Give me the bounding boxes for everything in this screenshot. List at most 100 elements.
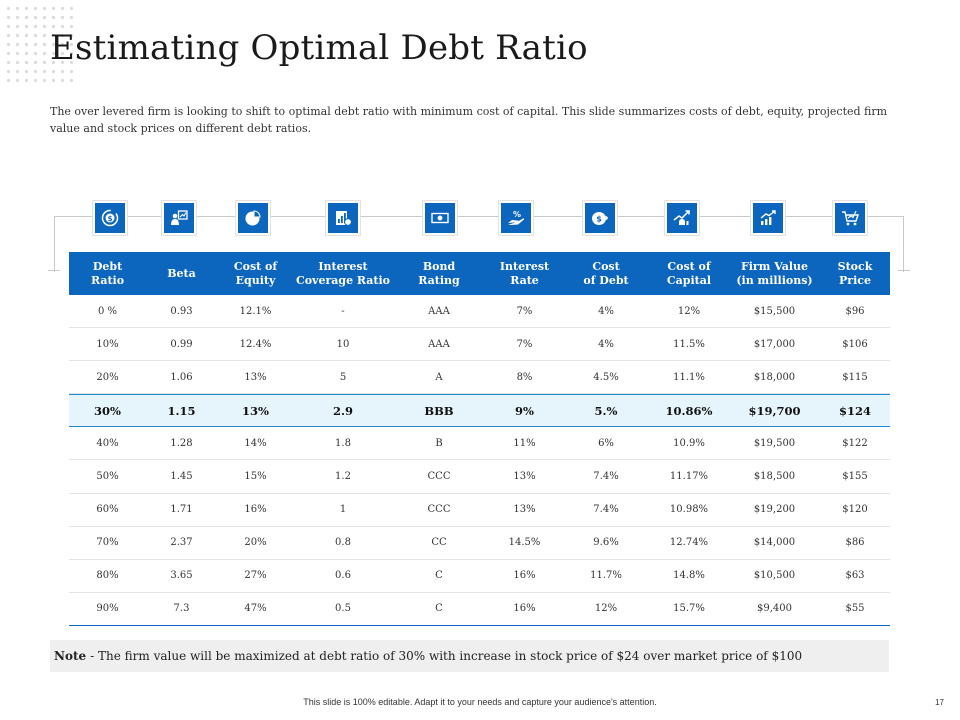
svg-text:%: % xyxy=(513,210,521,219)
table-cell: 4.5% xyxy=(593,371,619,383)
table-cell: CCC xyxy=(427,471,451,483)
table-cell: 4% xyxy=(598,305,614,317)
table-cell: 9.6% xyxy=(593,537,619,549)
table-row: 70% 2.37 20% 0.8 CC 14.5% 9.6% 12.74% $14,000 $86 xyxy=(69,527,890,560)
table-cell: 7% xyxy=(516,305,533,317)
table-cell: 1.06 xyxy=(170,371,193,383)
table-cell: 10.86% xyxy=(665,403,713,418)
table-cell: 47% xyxy=(244,603,267,615)
table-cell: 7.4% xyxy=(593,471,619,483)
table-cell: 20% xyxy=(96,371,119,383)
table-cell: A xyxy=(435,371,443,383)
table-cell: B xyxy=(435,437,443,449)
table-cell: 1.15 xyxy=(167,403,196,418)
table-cell: $10,500 xyxy=(753,570,796,582)
column-header-cost-of-equity: Cost of Equity xyxy=(233,259,278,287)
table-cell: 50% xyxy=(96,471,119,483)
table-cell: 0.5 xyxy=(335,603,351,615)
table-cell: 2.9 xyxy=(332,403,353,418)
table-cell: $120 xyxy=(842,504,868,516)
page-number: 17 xyxy=(935,698,944,707)
table-cell: 5.% xyxy=(594,403,618,418)
connector-tick-left xyxy=(48,270,60,271)
table-cell: $115 xyxy=(842,371,868,383)
table-cell: 20% xyxy=(244,537,267,549)
cart-price-icon xyxy=(842,210,859,226)
page-subtitle: The over levered firm is looking to shif… xyxy=(50,105,888,135)
table-header-row: Debt Ratio Beta Cost of Equity Interest … xyxy=(69,252,890,295)
table-cell: $15,500 xyxy=(753,305,796,317)
table-row: 40% 1.28 14% 1.8 B 11% 6% 10.9% $19,500 $122 xyxy=(69,427,890,461)
table-cell: 16% xyxy=(513,570,536,582)
table-row-optimal: 30% 1.15 13% 2.9 BBB 9% 5.% 10.86% $19,700 $124 xyxy=(69,394,890,428)
table-cell: 0.8 xyxy=(335,537,351,549)
table-row: 0 % 0.93 12.1% - AAA 7% 4% 12% $15,500 $96 xyxy=(69,295,890,329)
decorative-dots xyxy=(4,4,74,84)
table-cell: 0.93 xyxy=(170,305,193,317)
table-cell: 70% xyxy=(96,537,119,549)
table-cell: $96 xyxy=(845,305,865,317)
table-cell: 1.71 xyxy=(170,504,193,516)
table-cell: 4% xyxy=(598,338,614,350)
table-cell: $18,000 xyxy=(753,371,796,383)
table-cell: - xyxy=(341,305,345,317)
table-cell: 1.8 xyxy=(335,437,351,449)
table-cell: CCC xyxy=(427,504,451,516)
table-cell: CC xyxy=(431,537,447,549)
table-cell: 9% xyxy=(515,403,534,418)
table-cell: 10% xyxy=(96,338,119,350)
table-cell: $19,500 xyxy=(753,437,796,449)
connector-tick-right xyxy=(898,270,910,271)
table-cell: 40% xyxy=(96,437,119,449)
table-cell: 11.17% xyxy=(669,471,709,483)
table-cell: AAA xyxy=(428,305,450,317)
icon-tile-interest-rate: % xyxy=(498,200,534,236)
table-cell: 11.5% xyxy=(673,338,705,350)
table-cell: $106 xyxy=(842,338,868,350)
note-label: Note xyxy=(54,649,87,663)
table-body: 0 % 0.93 12.1% - AAA 7% 4% 12% $15,500 $96 10% 0.99… xyxy=(69,295,890,626)
page-title: Estimating Optimal Debt Ratio xyxy=(50,28,588,68)
column-header-stock-price: Stock Price xyxy=(837,259,873,287)
table-cell: 13% xyxy=(513,504,536,516)
table-cell: $155 xyxy=(842,471,868,483)
table-cell: 14.5% xyxy=(508,537,541,549)
table-cell: $19,200 xyxy=(753,504,796,516)
table-cell: 30% xyxy=(94,403,121,418)
table-cell: 80% xyxy=(96,570,119,582)
debt-ratio-table: Debt Ratio Beta Cost of Equity Interest … xyxy=(69,252,890,626)
table-row: 50% 1.45 15% 1.2 CCC 13% 7.4% 11.17% $18,500 $155 xyxy=(69,460,890,494)
table-cell: 15.7% xyxy=(673,603,705,615)
dollar-cycle-icon: $ xyxy=(101,209,119,227)
table-row: 90% 7.3 47% 0.5 C 16% 12% 15.7% $9,400 $55 xyxy=(69,593,890,626)
icon-tile-stock-price xyxy=(832,200,868,236)
column-header-interest-rate: Interest Rate xyxy=(499,259,550,287)
table-cell: 1.45 xyxy=(170,471,193,483)
table-row: 10% 0.99 12.4% 10 AAA 7% 4% 11.5% $17,000 $106 xyxy=(69,328,890,362)
icon-tile-cost-of-debt: $ xyxy=(582,200,618,236)
svg-text:$: $ xyxy=(596,215,602,224)
table-cell: 16% xyxy=(513,603,536,615)
banknote-icon xyxy=(431,212,449,224)
table-cell: 11.7% xyxy=(590,570,622,582)
table-cell: 1.2 xyxy=(335,471,351,483)
table-cell: 2.37 xyxy=(170,537,193,549)
column-header-beta: Beta xyxy=(167,266,196,280)
icon-tile-cost-of-equity xyxy=(235,200,271,236)
table-cell: 5 xyxy=(339,371,347,383)
table-cell: 10.98% xyxy=(669,504,709,516)
coin-debt-icon: $ xyxy=(592,212,608,225)
table-cell: $63 xyxy=(845,570,865,582)
table-cell: $19,700 xyxy=(748,403,801,418)
capital-growth-icon xyxy=(673,210,690,225)
table-cell: 90% xyxy=(96,603,119,615)
table-cell: 0.6 xyxy=(335,570,351,582)
table-cell: 0 % xyxy=(97,305,118,317)
table-cell: 7% xyxy=(516,338,533,350)
report-coverage-icon xyxy=(336,211,352,226)
footer-text: This slide is 100% editable. Adapt it to… xyxy=(303,697,657,707)
column-header-firm-value: Firm Value (in millions) xyxy=(736,259,813,287)
table-cell: 7.4% xyxy=(593,504,619,516)
column-header-debt-ratio: Debt Ratio xyxy=(90,259,125,287)
table-cell: $9,400 xyxy=(757,603,792,615)
